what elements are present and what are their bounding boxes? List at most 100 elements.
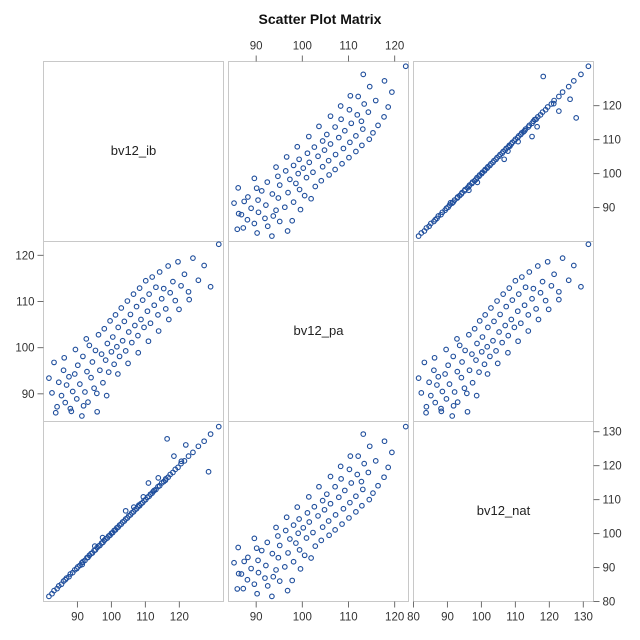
point-bv12_pa-vs-bv12_nat-92 (515, 338, 521, 345)
point-bv12_pa-vs-bv12_ib-27 (95, 331, 102, 338)
point-bv12_nat-vs-bv12_pa-5 (251, 581, 258, 588)
point-bv12_nat-vs-bv12_ib-81 (201, 438, 207, 445)
point-bv12_pa-vs-bv12_nat-86 (454, 336, 460, 342)
y-tick-label-bv12_nat-100: 100 (603, 529, 622, 541)
point-bv12_ib-vs-bv12_pa-18 (255, 197, 261, 203)
point-bv12_pa-vs-bv12_nat-99 (450, 402, 457, 409)
point-bv12_nat-vs-bv12_pa-84 (289, 577, 296, 584)
point-bv12_pa-vs-bv12_nat-68 (529, 295, 535, 302)
x-tick-label-bv12_nat-110: 110 (506, 612, 524, 624)
point-bv12_ib-vs-bv12_pa-40 (300, 165, 307, 171)
point-bv12_pa-vs-bv12_nat-29 (469, 351, 475, 357)
point-bv12_pa-vs-bv12_ib-94 (165, 316, 172, 323)
point-bv12_ib-vs-bv12_pa-6 (276, 218, 283, 225)
point-bv12_nat-vs-bv12_pa-91 (294, 504, 301, 510)
point-bv12_pa-vs-bv12_nat-67 (526, 269, 533, 275)
point-bv12_ib-vs-bv12_pa-87 (253, 185, 260, 192)
point-bv12_ib-vs-bv12_pa-49 (332, 151, 339, 158)
point-bv12_pa-vs-bv12_nat-11 (439, 388, 446, 395)
point-bv12_pa-vs-bv12_nat-0 (415, 375, 422, 381)
point-bv12_nat-vs-bv12_pa-53 (340, 505, 347, 512)
point-bv12_ib-vs-bv12_pa-63 (370, 129, 376, 136)
point-bv12_nat-vs-bv12_ib-85 (140, 494, 147, 500)
point-bv12_pa-vs-bv12_ib-76 (178, 282, 184, 289)
point-bv12_ib-vs-bv12_nat-83 (585, 63, 592, 70)
point-bv12_nat-vs-bv12_pa-69 (358, 478, 365, 485)
point-bv12_nat-vs-bv12_pa-6 (276, 578, 283, 584)
point-bv12_pa-vs-bv12_ib-92 (145, 338, 152, 345)
point-bv12_pa-vs-bv12_nat-58 (511, 324, 518, 331)
point-bv12_pa-vs-bv12_nat-69 (530, 285, 537, 292)
point-bv12_ib-vs-bv12_pa-26 (235, 184, 242, 191)
point-bv12_ib-vs-bv12_pa-32 (287, 176, 293, 183)
point-bv12_nat-vs-bv12_pa-57 (347, 499, 353, 506)
point-bv12_ib-vs-bv12_pa-20 (245, 194, 251, 200)
point-bv12_ib-vs-bv12_pa-80 (366, 83, 373, 90)
point-bv12_pa-vs-bv12_nat-76 (548, 282, 555, 289)
point-bv12_nat-vs-bv12_pa-51 (353, 508, 359, 515)
diagonal-label-bv12-pa: bv12_pa (294, 323, 345, 338)
point-bv12_nat-vs-bv12_ib-97 (136, 502, 142, 508)
point-bv12_nat-vs-bv12_pa-67 (375, 482, 381, 489)
point-bv12_nat-vs-bv12_pa-35 (326, 532, 332, 539)
point-bv12_nat-vs-bv12_pa-87 (253, 545, 260, 552)
point-bv12_pa-vs-bv12_nat-37 (479, 334, 486, 340)
point-bv12_ib-vs-bv12_pa-64 (341, 127, 348, 134)
x-tick-label-bv12_pa-110: 110 (339, 612, 357, 624)
point-bv12_pa-vs-bv12_ib-21 (86, 342, 93, 349)
point-bv12_pa-vs-bv12_nat-17 (450, 353, 457, 360)
point-bv12_ib-vs-bv12_pa-11 (255, 209, 262, 216)
point-bv12_ib-vs-bv12_pa-13 (248, 205, 254, 212)
point-bv12_ib-vs-bv12_pa-5 (251, 220, 258, 227)
point-bv12_pa-vs-bv12_ib-18 (82, 389, 88, 395)
point-bv12_pa-vs-bv12_ib-15 (76, 381, 83, 387)
point-bv12_ib-vs-bv12_nat-82 (578, 71, 584, 78)
point-bv12_ib-vs-bv12_pa-97 (234, 226, 241, 233)
point-bv12_ib-vs-bv12_nat-91 (474, 179, 481, 186)
point-bv12_nat-vs-bv12_pa-52 (321, 506, 328, 513)
y-tick-label-bv12_nat-110: 110 (603, 495, 621, 507)
point-bv12_nat-vs-bv12_pa-43 (339, 521, 345, 527)
point-bv12_pa-vs-bv12_ib-23 (89, 359, 96, 365)
point-bv12_ib-vs-bv12_pa-77 (372, 97, 379, 104)
point-bv12_nat-vs-bv12_pa-34 (275, 533, 281, 539)
point-bv12_nat-vs-bv12_pa-29 (293, 540, 299, 546)
point-bv12_nat-vs-bv12_ib-92 (91, 543, 98, 549)
point-bv12_nat-vs-bv12_pa-0 (269, 593, 275, 600)
point-bv12_pa-vs-bv12_nat-71 (534, 263, 541, 269)
point-bv12_nat-vs-bv12_pa-68 (348, 480, 355, 486)
point-bv12_pa-vs-bv12_nat-39 (482, 312, 489, 318)
point-bv12_nat-vs-bv12_pa-19 (275, 554, 282, 561)
point-bv12_pa-vs-bv12_ib-6 (60, 367, 67, 374)
point-bv12_nat-vs-bv12_pa-41 (319, 524, 326, 530)
point-bv12_nat-vs-bv12_pa-64 (341, 487, 348, 494)
point-bv12_pa-vs-bv12_ib-77 (181, 271, 188, 278)
point-bv12_pa-vs-bv12_ib-65 (153, 284, 159, 291)
point-bv12_ib-vs-bv12_pa-35 (326, 172, 332, 178)
point-bv12_pa-vs-bv12_nat-66 (525, 312, 532, 318)
point-bv12_pa-vs-bv12_ib-90 (125, 360, 131, 367)
point-bv12_nat-vs-bv12_pa-31 (318, 537, 325, 544)
point-bv12_pa-vs-bv12_nat-15 (446, 381, 453, 387)
point-bv12_pa-vs-bv12_ib-62 (147, 320, 154, 327)
point-bv12_pa-vs-bv12_nat-40 (484, 343, 491, 350)
point-bv12_pa-vs-bv12_ib-31 (101, 325, 108, 332)
point-bv12_pa-vs-bv12_ib-69 (160, 285, 167, 292)
x-tick-label-bv12_pa-110: 110 (339, 41, 357, 53)
point-bv12_pa-vs-bv12_nat-80 (565, 277, 572, 284)
point-bv12_pa-vs-bv12_ib-48 (125, 329, 132, 335)
point-bv12_pa-vs-bv12_nat-3 (423, 403, 430, 410)
point-bv12_nat-vs-bv12_pa-46 (296, 516, 302, 522)
point-bv12_pa-vs-bv12_nat-48 (496, 329, 502, 335)
point-bv12_pa-vs-bv12_nat-77 (551, 271, 557, 278)
point-bv12_pa-vs-bv12_nat-95 (545, 306, 552, 313)
point-bv12_ib-vs-bv12_nat-96 (531, 116, 538, 123)
point-bv12_pa-vs-bv12_nat-57 (509, 297, 516, 303)
point-bv12_pa-vs-bv12_nat-51 (500, 291, 507, 297)
point-bv12_nat-vs-bv12_pa-94 (327, 473, 334, 480)
point-bv12_nat-vs-bv12_pa-23 (285, 550, 291, 556)
point-bv12_pa-vs-bv12_nat-50 (499, 339, 505, 346)
point-bv12_pa-vs-bv12_ib-85 (72, 346, 79, 353)
point-bv12_pa-vs-bv12_nat-2 (421, 359, 428, 366)
x-tick-label-bv12_pa-100: 100 (293, 612, 312, 624)
